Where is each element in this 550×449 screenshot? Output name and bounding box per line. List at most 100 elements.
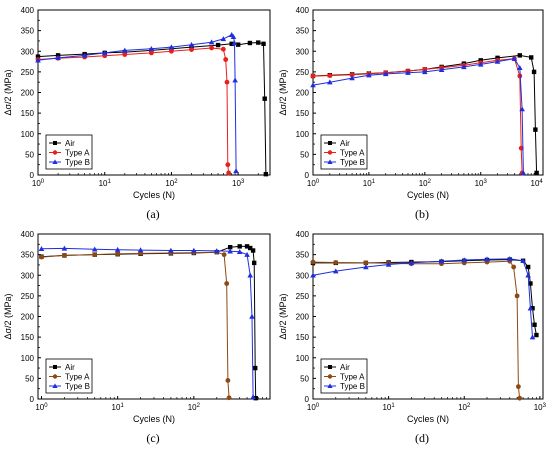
y-tick-label: 0 bbox=[30, 395, 35, 404]
y-axis-title: Δσ/2 (MPa) bbox=[3, 69, 13, 115]
legend-marker bbox=[328, 141, 332, 145]
y-tick-label: 150 bbox=[296, 109, 310, 118]
data-point bbox=[263, 171, 269, 177]
data-point bbox=[213, 248, 220, 254]
data-point bbox=[532, 322, 537, 327]
series-line bbox=[37, 42, 267, 175]
y-tick-label: 0 bbox=[30, 171, 35, 180]
y-tick-label: 150 bbox=[296, 333, 310, 342]
data-point bbox=[225, 378, 231, 383]
data-point bbox=[215, 42, 221, 48]
data-point bbox=[250, 248, 256, 253]
y-tick-label: 100 bbox=[296, 130, 310, 139]
x-tick-label: 103 bbox=[534, 403, 547, 412]
data-point bbox=[525, 264, 531, 270]
data-point bbox=[519, 106, 525, 112]
data-point bbox=[209, 45, 215, 51]
legend-label: Type B bbox=[340, 382, 365, 391]
x-tick-label: 101 bbox=[363, 179, 376, 188]
data-point bbox=[137, 247, 144, 253]
data-point bbox=[81, 52, 88, 58]
y-tick-label: 50 bbox=[25, 150, 34, 159]
y-axis-title: Δσ/2 (MPa) bbox=[3, 293, 13, 339]
data-point bbox=[533, 127, 538, 132]
legend-marker bbox=[327, 150, 333, 155]
legend-marker bbox=[53, 365, 57, 369]
legend-marker bbox=[52, 383, 58, 388]
data-point bbox=[248, 245, 253, 251]
data-point bbox=[438, 258, 445, 264]
data-point bbox=[189, 47, 194, 52]
legend-label: Type B bbox=[65, 158, 90, 167]
data-point bbox=[484, 256, 490, 262]
y-tick-label: 50 bbox=[25, 374, 34, 383]
data-point bbox=[262, 96, 267, 101]
legend-marker bbox=[327, 159, 333, 164]
y-tick-label: 400 bbox=[21, 230, 35, 239]
y-tick-label: 150 bbox=[21, 333, 35, 342]
legend-label: Type B bbox=[340, 158, 365, 167]
data-point bbox=[405, 69, 411, 75]
x-tick-label: 100 bbox=[32, 179, 45, 188]
data-point bbox=[511, 264, 517, 270]
data-point bbox=[520, 258, 526, 264]
y-tick-label: 300 bbox=[296, 271, 310, 280]
data-point bbox=[61, 245, 68, 251]
data-point bbox=[349, 72, 355, 78]
series-line bbox=[41, 251, 230, 398]
data-point bbox=[363, 260, 369, 266]
data-point bbox=[366, 72, 372, 78]
y-tick-label: 250 bbox=[21, 68, 35, 77]
data-point bbox=[527, 305, 534, 311]
data-point bbox=[494, 58, 501, 64]
x-tick-label: 102 bbox=[419, 179, 432, 188]
y-tick-label: 250 bbox=[296, 292, 310, 301]
data-point bbox=[148, 45, 155, 51]
data-point bbox=[122, 52, 128, 57]
data-point bbox=[244, 244, 250, 249]
chart-panel-4: 0 50 100 150 200 250 300 350 400 100 101 102 103 Cycl… bbox=[278, 230, 547, 424]
data-point bbox=[169, 48, 174, 54]
data-point bbox=[237, 244, 242, 249]
data-point bbox=[332, 268, 339, 274]
data-point bbox=[515, 384, 521, 390]
data-point bbox=[148, 50, 154, 56]
y-tick-label: 400 bbox=[21, 6, 35, 15]
data-point bbox=[233, 168, 239, 174]
x-tick-label: 102 bbox=[458, 403, 471, 412]
data-point bbox=[511, 55, 518, 61]
series-line bbox=[41, 247, 254, 397]
data-point bbox=[220, 36, 227, 42]
y-tick-label: 100 bbox=[296, 354, 310, 363]
data-point bbox=[310, 259, 316, 265]
legend-label: Air bbox=[65, 139, 75, 148]
data-point bbox=[91, 246, 98, 252]
data-point bbox=[310, 272, 316, 278]
data-point bbox=[517, 395, 523, 401]
caption-c: (c) bbox=[146, 431, 160, 445]
data-point bbox=[189, 44, 194, 50]
data-point bbox=[534, 332, 539, 338]
data-point bbox=[208, 39, 215, 45]
y-tick-label: 400 bbox=[296, 6, 310, 15]
data-point bbox=[251, 260, 257, 266]
y-tick-label: 200 bbox=[21, 313, 35, 322]
y-tick-label: 250 bbox=[21, 292, 35, 301]
x-axis-title: Cycles (N) bbox=[133, 190, 175, 200]
data-point bbox=[227, 245, 233, 250]
data-point bbox=[168, 247, 174, 253]
legend-label: Type A bbox=[65, 149, 90, 158]
data-point bbox=[247, 40, 253, 46]
legend-marker bbox=[52, 374, 58, 379]
legend-label: Type A bbox=[340, 373, 365, 382]
data-point bbox=[422, 69, 428, 75]
data-point bbox=[244, 251, 250, 257]
y-tick-label: 400 bbox=[296, 230, 310, 239]
data-point bbox=[122, 47, 128, 53]
data-point bbox=[363, 264, 369, 270]
data-point bbox=[223, 57, 229, 62]
data-point bbox=[327, 79, 333, 85]
data-point bbox=[528, 281, 533, 286]
data-point bbox=[224, 79, 230, 85]
